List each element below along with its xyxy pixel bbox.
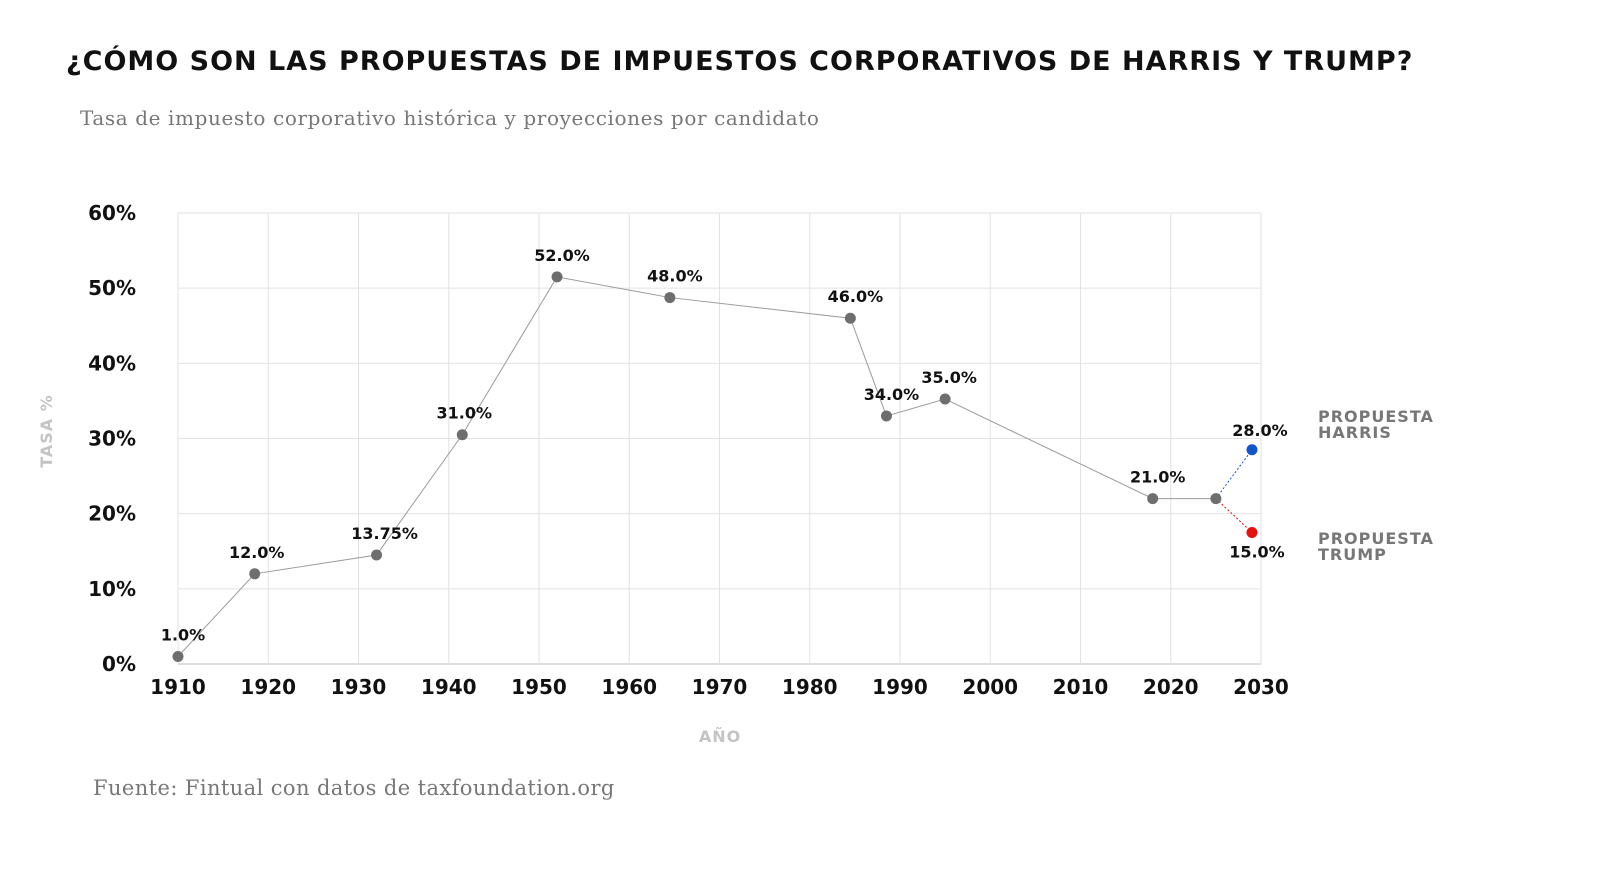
data-point bbox=[249, 568, 261, 580]
chart-subtitle: Tasa de impuesto corporativo histórica y… bbox=[80, 106, 820, 130]
historical-line bbox=[177, 276, 1216, 657]
x-tick-label: 2030 bbox=[1233, 675, 1289, 699]
data-label: 21.0% bbox=[1130, 468, 1186, 487]
x-tick-label: 1940 bbox=[421, 675, 477, 699]
data-point bbox=[664, 292, 676, 304]
data-points bbox=[172, 271, 1258, 662]
data-label: 28.0% bbox=[1232, 421, 1288, 440]
x-tick-label: 2010 bbox=[1053, 675, 1109, 699]
data-label: 13.75% bbox=[351, 524, 418, 543]
trump-proposal-label-line1: PROPUESTA bbox=[1318, 529, 1434, 548]
x-axis-label: AÑO bbox=[699, 727, 741, 746]
y-tick-label: 60% bbox=[88, 201, 136, 225]
data-point bbox=[844, 312, 856, 324]
data-label: 15.0% bbox=[1229, 542, 1285, 561]
x-tick-label: 1920 bbox=[240, 675, 296, 699]
data-point bbox=[172, 650, 184, 662]
y-axis-ticks: 0% 10% 20% 30% 40% 50% 60% bbox=[88, 201, 136, 676]
x-axis-ticks: 1910 1920 1930 1940 1950 1960 1970 1980 1990 2000… bbox=[150, 675, 1289, 699]
data-point bbox=[551, 271, 563, 283]
data-point bbox=[371, 549, 383, 561]
proposal-labels: PROPUESTA HARRIS PROPUESTA TRUMP bbox=[1318, 407, 1434, 564]
x-tick-label: 1990 bbox=[872, 675, 928, 699]
x-tick-label: 1930 bbox=[331, 675, 387, 699]
data-label: 34.0% bbox=[864, 385, 920, 404]
x-tick-label: 1980 bbox=[782, 675, 838, 699]
data-point bbox=[456, 429, 468, 441]
data-label: 12.0% bbox=[229, 543, 285, 562]
data-label: 46.0% bbox=[828, 287, 884, 306]
y-tick-label: 50% bbox=[88, 276, 136, 300]
data-label: 48.0% bbox=[647, 267, 703, 286]
trump-data-point bbox=[1246, 526, 1258, 538]
harris-proposal-label-line2: HARRIS bbox=[1318, 423, 1392, 442]
data-label: 1.0% bbox=[161, 625, 205, 644]
x-tick-label: 1960 bbox=[601, 675, 657, 699]
trump-projection-line bbox=[1215, 498, 1253, 533]
y-tick-label: 30% bbox=[88, 427, 136, 451]
chart-title: ¿CÓMO SON LAS PROPUESTAS DE IMPUESTOS CO… bbox=[66, 46, 1414, 77]
x-tick-label: 2020 bbox=[1143, 675, 1199, 699]
x-tick-label: 1970 bbox=[692, 675, 748, 699]
data-point bbox=[1147, 493, 1159, 505]
harris-data-point bbox=[1246, 444, 1258, 456]
y-tick-label: 40% bbox=[88, 351, 136, 375]
data-point bbox=[1210, 493, 1222, 505]
x-tick-label: 1910 bbox=[150, 675, 206, 699]
y-tick-label: 20% bbox=[88, 502, 136, 526]
y-axis-label: TASA % bbox=[37, 394, 56, 468]
data-label: 35.0% bbox=[921, 368, 977, 387]
y-tick-label: 0% bbox=[102, 652, 136, 676]
data-point bbox=[880, 410, 892, 422]
data-point bbox=[939, 393, 951, 405]
harris-proposal-label-line1: PROPUESTA bbox=[1318, 407, 1434, 426]
y-tick-label: 10% bbox=[88, 577, 136, 601]
trump-proposal-label-line2: TRUMP bbox=[1318, 545, 1387, 564]
chart-source: Fuente: Fintual con datos de taxfoundati… bbox=[93, 776, 615, 800]
x-tick-label: 2000 bbox=[962, 675, 1018, 699]
series-lines bbox=[177, 276, 1253, 657]
data-label: 52.0% bbox=[534, 246, 590, 265]
x-tick-label: 1950 bbox=[511, 675, 567, 699]
grid bbox=[177, 212, 1262, 665]
data-labels: 1.0% 12.0% 13.75% 31.0% 52.0% 48.0% 46.0% 34.0%… bbox=[161, 246, 1288, 645]
harris-projection-line bbox=[1215, 449, 1253, 499]
data-label: 31.0% bbox=[437, 404, 493, 423]
